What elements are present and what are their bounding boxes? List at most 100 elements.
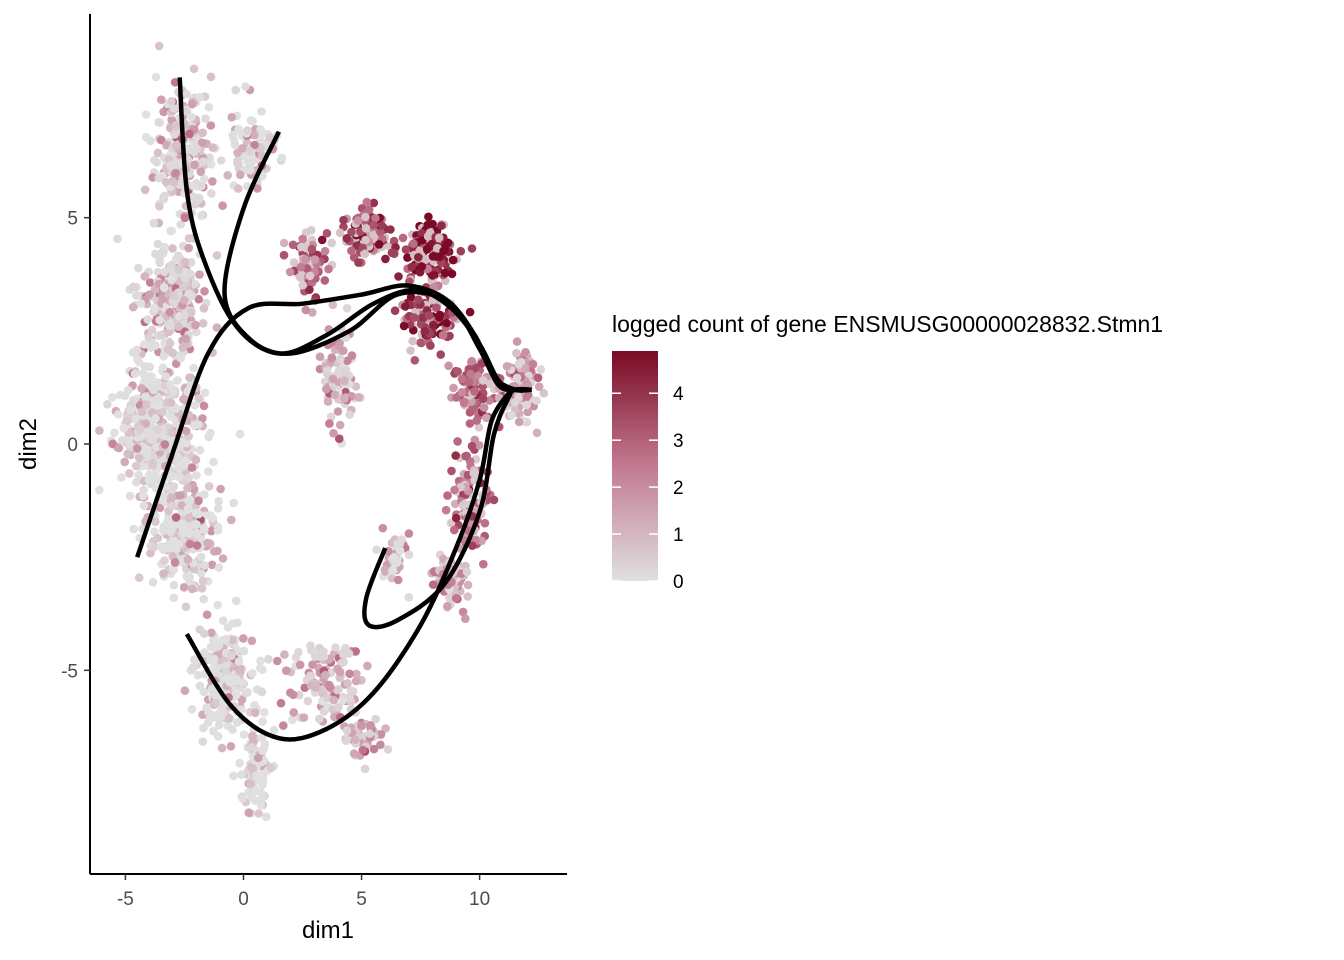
cell-point [393, 575, 403, 585]
cell-point [451, 451, 461, 460]
cell-point [168, 501, 177, 511]
cell-point [217, 743, 227, 753]
cell-point [213, 504, 223, 513]
cell-point [145, 290, 154, 299]
cell-point [199, 401, 209, 411]
cell-point [326, 412, 336, 422]
x-tick-label: 5 [356, 889, 367, 910]
x-axis-ticks: -5 0 5 10 [117, 874, 490, 910]
cell-point [171, 158, 181, 167]
y-axis-ticks: -5 0 5 [61, 209, 90, 682]
cell-point [387, 248, 397, 258]
cell-point [181, 334, 191, 344]
cell-point [463, 580, 473, 590]
cell-point [232, 718, 242, 727]
cell-point [479, 559, 488, 569]
cell-point [218, 616, 228, 625]
cell-point [169, 387, 178, 397]
cell-point [317, 235, 327, 245]
cell-point [95, 426, 104, 435]
cell-point [193, 195, 203, 205]
cell-point [298, 234, 308, 244]
cell-point [299, 713, 309, 722]
cell-point [200, 561, 209, 570]
cell-point [181, 602, 191, 611]
cell-point [207, 526, 216, 536]
cell-point [351, 382, 361, 391]
cell-point [184, 234, 194, 243]
cell-point [211, 698, 220, 708]
cell-point [228, 635, 237, 645]
cell-point [408, 336, 418, 346]
cell-point [151, 341, 160, 350]
cell-point [339, 215, 348, 225]
cell-point [256, 788, 266, 797]
cell-point [147, 325, 157, 335]
cell-point [277, 153, 287, 163]
cell-point [116, 390, 125, 400]
cell-point [197, 584, 207, 593]
cell-point [150, 303, 159, 313]
cell-point [410, 356, 420, 365]
cell-point [221, 661, 231, 671]
cell-point [207, 628, 216, 638]
cell-point [467, 244, 477, 253]
cell-point [469, 475, 479, 485]
cell-point [441, 505, 451, 515]
cell-point [470, 387, 479, 396]
cell-point [195, 92, 205, 102]
cell-point [443, 491, 452, 500]
cell-point [154, 173, 164, 183]
cell-point [472, 416, 482, 425]
cell-point [323, 693, 332, 703]
cell-point [401, 302, 410, 311]
cell-point [234, 657, 244, 666]
cell-point [147, 372, 156, 381]
cell-point [322, 229, 332, 238]
points-layer [95, 41, 549, 822]
cell-point [140, 392, 150, 401]
cell-point [248, 116, 257, 126]
cell-point [229, 498, 238, 508]
cell-point [166, 412, 175, 421]
cell-point [351, 676, 361, 686]
cell-point [136, 299, 146, 308]
cell-point [380, 565, 390, 575]
cell-point [447, 269, 457, 279]
cell-point [369, 230, 378, 240]
trajectory-curve [135, 283, 532, 558]
cell-point [228, 130, 238, 140]
cell-point [192, 520, 201, 529]
cell-point [325, 419, 334, 428]
cell-point [424, 311, 434, 320]
cell-point [169, 580, 179, 590]
cell-point [360, 764, 370, 774]
cell-point [285, 267, 295, 277]
cell-point [378, 523, 388, 533]
cell-point [340, 376, 349, 386]
cell-point [376, 740, 385, 750]
cell-point [162, 518, 172, 527]
cell-point [95, 485, 104, 495]
cell-point [169, 593, 179, 603]
cell-point [230, 140, 240, 149]
cell-point [392, 558, 401, 568]
cell-point [169, 482, 179, 491]
cell-point [139, 491, 148, 501]
cell-point [257, 107, 266, 116]
cell-point [406, 346, 415, 355]
cell-point [521, 348, 530, 357]
cell-point [236, 664, 245, 673]
legend: logged count of gene ENSMUSG00000028832.… [612, 311, 1163, 593]
cell-point [301, 255, 310, 264]
cell-point [258, 769, 267, 779]
cell-point [306, 225, 316, 235]
cell-point [414, 252, 423, 262]
cell-point [369, 220, 378, 230]
cell-point [340, 394, 349, 403]
cell-point [457, 388, 467, 397]
cell-point [523, 407, 532, 417]
cell-point [179, 583, 189, 592]
cell-point [123, 385, 133, 395]
cell-point [208, 514, 218, 523]
